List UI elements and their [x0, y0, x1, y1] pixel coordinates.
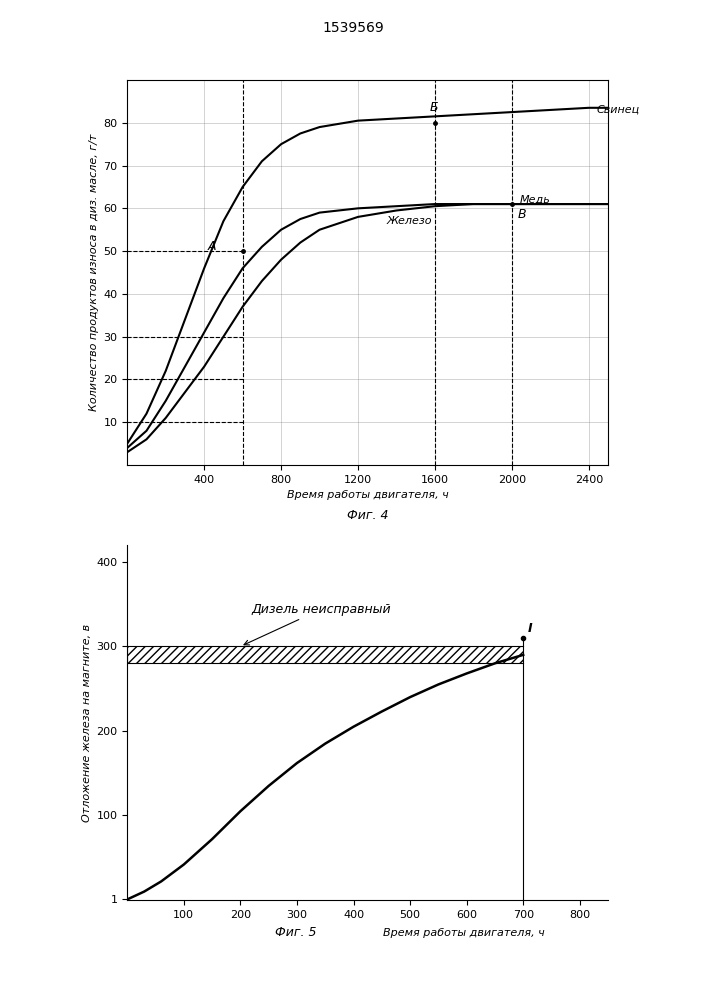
X-axis label: Время работы двигателя, ч: Время работы двигателя, ч — [287, 490, 448, 500]
Text: Медь: Медь — [520, 195, 550, 205]
Text: Дизель неисправный: Дизель неисправный — [244, 603, 391, 645]
Text: Фиг. 4: Фиг. 4 — [347, 509, 388, 522]
Text: 1539569: 1539569 — [322, 21, 385, 35]
Text: В: В — [518, 208, 526, 221]
Y-axis label: Количество продуктов износа в диз. масле, г/т: Количество продуктов износа в диз. масле… — [89, 134, 99, 411]
Y-axis label: Отложение железа на магните, в: Отложение железа на магните, в — [82, 623, 92, 822]
Text: Железо: Железо — [387, 216, 433, 226]
Text: I: I — [527, 622, 532, 635]
Text: Свинец: Свинец — [597, 105, 640, 115]
Text: А: А — [208, 240, 216, 253]
Text: Время работы двигателя, ч: Время работы двигателя, ч — [383, 928, 544, 938]
Text: Фиг. 5: Фиг. 5 — [275, 926, 316, 938]
Text: Б: Б — [429, 101, 438, 114]
